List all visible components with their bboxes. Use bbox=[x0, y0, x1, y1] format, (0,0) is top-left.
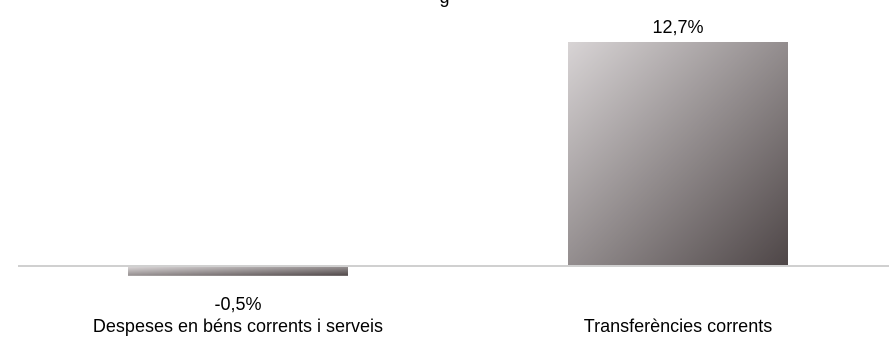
category-label-1: Despeses en béns corrents i serveis bbox=[93, 316, 383, 336]
chart-title-fragment: g bbox=[0, 0, 889, 8]
bars-group bbox=[128, 42, 788, 276]
category-label-2: Transferències corrents bbox=[584, 316, 772, 336]
bar-2 bbox=[568, 42, 788, 266]
labels-group: -0,5%Despeses en béns corrents i serveis… bbox=[93, 17, 772, 336]
data-label-2: 12,7% bbox=[652, 17, 703, 37]
data-label-1: -0,5% bbox=[214, 294, 261, 314]
bar-1 bbox=[128, 267, 348, 276]
